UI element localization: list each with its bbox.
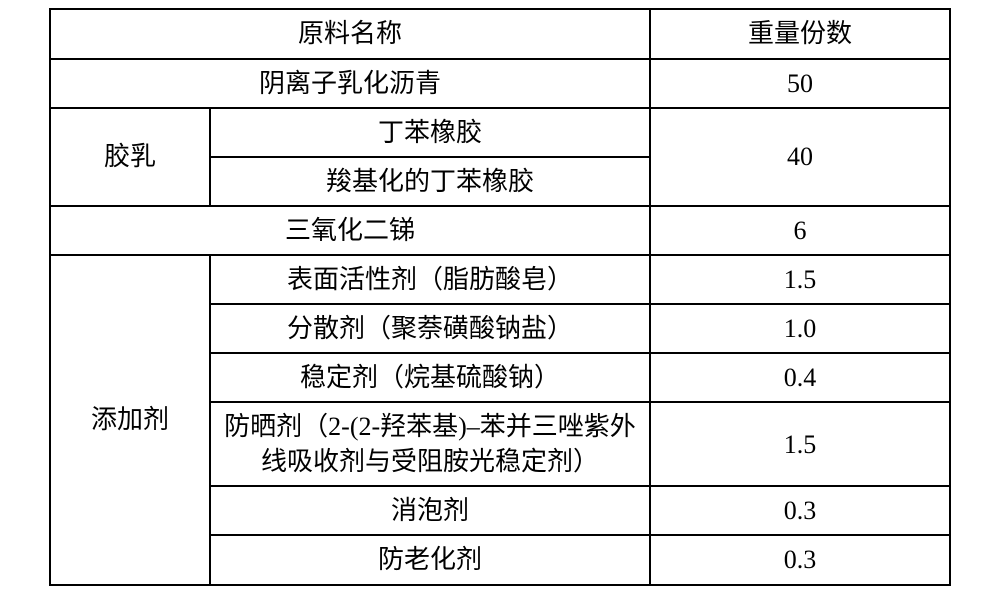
group-label-additives: 添加剂 xyxy=(50,255,210,585)
cell-weight: 40 xyxy=(650,108,950,206)
header-name: 原料名称 xyxy=(50,9,650,58)
table-row: 三氧化二锑 6 xyxy=(50,206,950,255)
table-row: 胶乳 丁苯橡胶 40 xyxy=(50,108,950,157)
cell-weight: 1.0 xyxy=(650,304,950,353)
cell-weight: 6 xyxy=(650,206,950,255)
cell-weight: 1.5 xyxy=(650,402,950,486)
cell-weight: 1.5 xyxy=(650,255,950,304)
cell-name: 稳定剂（烷基硫酸钠） xyxy=(210,353,650,402)
cell-name: 防老化剂 xyxy=(210,535,650,584)
cell-name: 分散剂（聚萘磺酸钠盐） xyxy=(210,304,650,353)
table-row: 阴离子乳化沥青 50 xyxy=(50,59,950,108)
table-header-row: 原料名称 重量份数 xyxy=(50,9,950,58)
cell-weight: 0.4 xyxy=(650,353,950,402)
cell-name: 表面活性剂（脂肪酸皂） xyxy=(210,255,650,304)
cell-name: 三氧化二锑 xyxy=(50,206,650,255)
table-row: 添加剂 表面活性剂（脂肪酸皂） 1.5 xyxy=(50,255,950,304)
cell-name: 消泡剂 xyxy=(210,486,650,535)
cell-name: 阴离子乳化沥青 xyxy=(50,59,650,108)
group-label-latex: 胶乳 xyxy=(50,108,210,206)
cell-weight: 0.3 xyxy=(650,535,950,584)
materials-table: 原料名称 重量份数 阴离子乳化沥青 50 胶乳 丁苯橡胶 40 羧基化的丁苯橡胶… xyxy=(49,8,951,585)
cell-weight: 50 xyxy=(650,59,950,108)
cell-name: 羧基化的丁苯橡胶 xyxy=(210,157,650,206)
cell-weight: 0.3 xyxy=(650,486,950,535)
cell-name: 丁苯橡胶 xyxy=(210,108,650,157)
header-weight: 重量份数 xyxy=(650,9,950,58)
cell-name: 防晒剂（2-(2-羟苯基)–苯并三唑紫外线吸收剂与受阻胺光稳定剂） xyxy=(210,402,650,486)
